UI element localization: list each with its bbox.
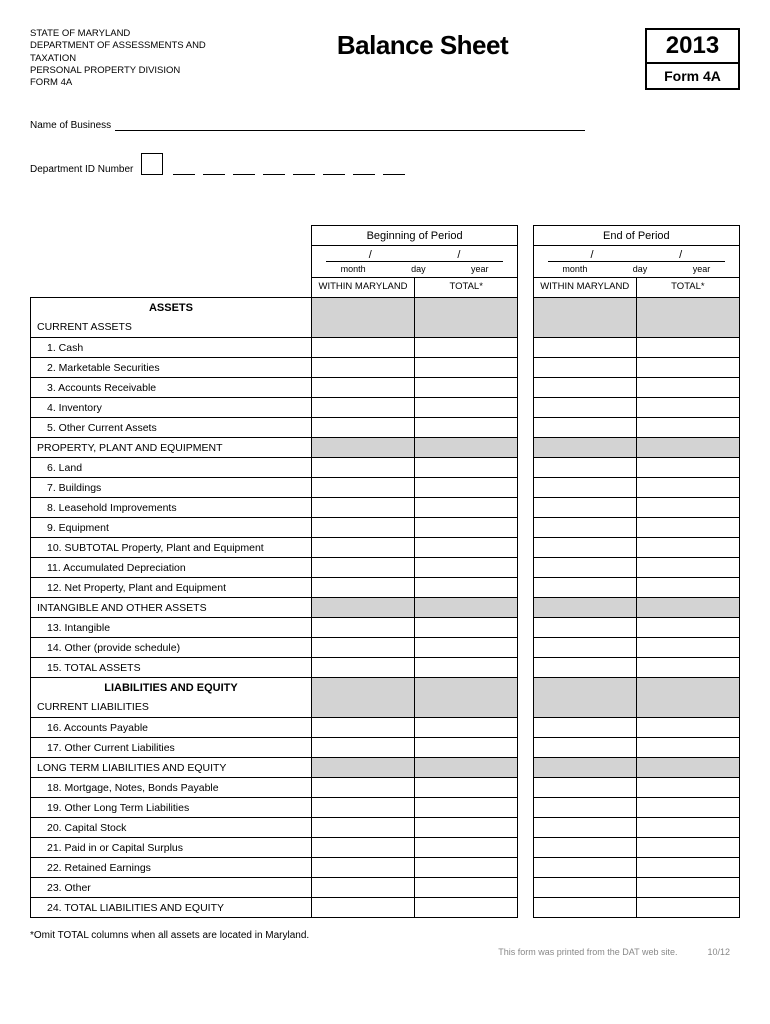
form-name: Form 4A <box>647 64 738 88</box>
row-other-lt: 19. Other Long Term Liabilities <box>31 798 312 818</box>
row-current-liab: CURRENT LIABILITIES <box>31 698 312 718</box>
agency-block: STATE OF MARYLAND DEPARTMENT OF ASSESSME… <box>30 28 240 90</box>
col-within-begin: WITHIN MARYLAND <box>311 278 414 298</box>
form-header: STATE OF MARYLAND DEPARTMENT OF ASSESSME… <box>30 28 740 90</box>
liabilities-heading: LIABILITIES AND EQUITY <box>37 682 305 694</box>
row-depreciation: 11. Accumulated Depreciation <box>31 558 312 578</box>
row-retained: 22. Retained Earnings <box>31 858 312 878</box>
footer-print: This form was printed from the DAT web s… <box>30 947 740 957</box>
assets-heading: ASSETS <box>37 302 305 314</box>
row-leasehold: 8. Leasehold Improvements <box>31 498 312 518</box>
row-intangible-heading: INTANGIBLE AND OTHER ASSETS <box>31 598 312 618</box>
agency-line: DEPARTMENT OF ASSESSMENTS AND TAXATION <box>30 40 240 65</box>
row-net-ppe: 12. Net Property, Plant and Equipment <box>31 578 312 598</box>
col-within-end: WITHIN MARYLAND <box>533 278 636 298</box>
row-ppe: PROPERTY, PLANT AND EQUIPMENT <box>31 438 312 458</box>
year-value: 2013 <box>647 30 738 62</box>
row-equipment: 9. Equipment <box>31 518 312 538</box>
period-end-label: End of Period <box>533 226 739 246</box>
end-date[interactable]: // monthdayyear <box>533 246 739 278</box>
row-capital-stock: 20. Capital Stock <box>31 818 312 838</box>
agency-line: FORM 4A <box>30 77 240 89</box>
row-securities: 2. Marketable Securities <box>31 358 312 378</box>
row-land: 6. Land <box>31 458 312 478</box>
row-paid-in: 21. Paid in or Capital Surplus <box>31 838 312 858</box>
department-id-label: Department ID Number <box>30 164 133 175</box>
footer-printed-text: This form was printed from the DAT web s… <box>498 947 677 957</box>
row-other-current: 5. Other Current Assets <box>31 418 312 438</box>
period-begin-label: Beginning of Period <box>311 226 517 246</box>
row-longterm-heading: LONG TERM LIABILITIES AND EQUITY <box>31 758 312 778</box>
col-total-end: TOTAL* <box>636 278 739 298</box>
agency-line: PERSONAL PROPERTY DIVISION <box>30 65 240 77</box>
row-intangible: 13. Intangible <box>31 618 312 638</box>
department-id-field[interactable]: Department ID Number <box>30 153 740 175</box>
row-subtotal-ppe: 10. SUBTOTAL Property, Plant and Equipme… <box>31 538 312 558</box>
footer-rev: 10/12 <box>707 947 730 957</box>
row-inventory: 4. Inventory <box>31 398 312 418</box>
row-ar: 3. Accounts Receivable <box>31 378 312 398</box>
row-ap: 16. Accounts Payable <box>31 718 312 738</box>
row-other-sched: 14. Other (provide schedule) <box>31 638 312 658</box>
row-total-assets: 15. TOTAL ASSETS <box>31 658 312 678</box>
row-total-liab: 24. TOTAL LIABILITIES AND EQUITY <box>31 898 312 918</box>
row-current-assets: CURRENT ASSETS <box>31 318 312 338</box>
business-name-label: Name of Business <box>30 120 111 131</box>
row-other-cur-liab: 17. Other Current Liabilities <box>31 738 312 758</box>
row-cash: 1. Cash <box>31 338 312 358</box>
row-mortgage: 18. Mortgage, Notes, Bonds Payable <box>31 778 312 798</box>
dept-id-box[interactable] <box>141 153 163 175</box>
balance-sheet-table: Beginning of Period End of Period // mon… <box>30 225 740 918</box>
footer-note: *Omit TOTAL columns when all assets are … <box>30 930 740 941</box>
year-box: 2013 Form 4A <box>645 28 740 90</box>
agency-line: STATE OF MARYLAND <box>30 28 240 40</box>
row-buildings: 7. Buildings <box>31 478 312 498</box>
business-name-field[interactable]: Name of Business <box>30 120 740 131</box>
begin-date[interactable]: // monthdayyear <box>311 246 517 278</box>
col-total-begin: TOTAL* <box>415 278 518 298</box>
row-other: 23. Other <box>31 878 312 898</box>
form-title: Balance Sheet <box>240 28 645 61</box>
